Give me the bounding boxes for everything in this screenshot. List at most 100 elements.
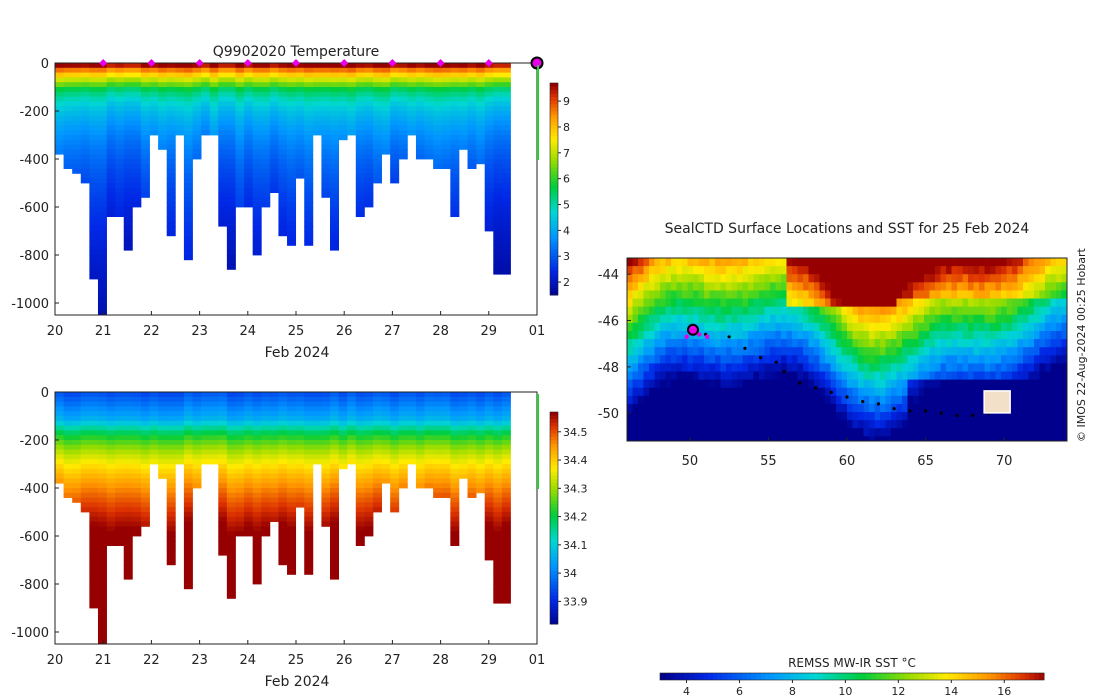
sst-cell [638, 387, 644, 397]
profile-cell [80, 120, 90, 126]
sst-cell [814, 436, 820, 441]
profile-cell [261, 130, 271, 136]
profile-cell [132, 111, 142, 117]
sst-cell [935, 420, 941, 429]
sst-cell [1006, 355, 1013, 364]
profile-cell [364, 87, 374, 93]
profile-cell [218, 492, 228, 498]
profile-cell [252, 425, 262, 431]
profile-cell [166, 478, 176, 484]
profile-cell [166, 406, 176, 412]
sst-cell [1023, 436, 1029, 441]
profile-cell [415, 115, 425, 121]
profile-cell [244, 144, 254, 150]
profile-cell [166, 459, 176, 465]
profile-cell [72, 425, 82, 431]
sst-cell [1039, 355, 1046, 364]
sst-cell [819, 371, 826, 381]
sst-cell [924, 347, 930, 356]
profile-cell [218, 526, 228, 532]
profile-cell [304, 125, 314, 131]
profile-cell [72, 459, 82, 465]
profile-cell [97, 392, 107, 398]
profile-cell [80, 173, 90, 179]
profile-cell [261, 144, 271, 150]
sst-cell [1039, 290, 1046, 299]
sst-cell [913, 314, 919, 324]
sst-cell [693, 363, 699, 372]
profile-cell [355, 478, 365, 484]
profile-cell [132, 478, 142, 484]
sst-cell [880, 387, 886, 397]
sst-cell [764, 371, 771, 381]
profile-cell [484, 468, 494, 474]
profile-cell [330, 144, 339, 150]
profile-cell [450, 444, 460, 450]
profile-cell [493, 564, 503, 570]
sst-cell [836, 436, 842, 441]
profile-cell [235, 139, 245, 145]
sst-cell [808, 363, 815, 372]
profile-cell [484, 207, 494, 213]
sst-cell [687, 314, 694, 324]
profile-cell [123, 488, 133, 494]
sst-cell [786, 395, 793, 405]
profile-cell [80, 154, 90, 160]
profile-cell [484, 120, 494, 126]
profile-cell [123, 555, 133, 561]
profile-cell [398, 91, 408, 97]
profile-cell [226, 96, 236, 102]
sst-cell [731, 266, 738, 275]
profile-cell [244, 183, 254, 189]
profile-cell [312, 459, 322, 465]
profile-cell [390, 87, 400, 93]
sst-cell [654, 290, 661, 299]
profile-cell [424, 96, 434, 102]
colorbar-swatch [550, 450, 558, 455]
sst-cell [638, 330, 644, 340]
profile-cell [209, 430, 219, 436]
sst-cell [764, 379, 771, 389]
profile-cell [407, 111, 417, 117]
profile-cell [252, 192, 262, 198]
sst-cell [753, 290, 760, 299]
sst-cell [819, 347, 826, 356]
profile-cell [278, 202, 288, 208]
profile-cell [183, 420, 193, 426]
profile-cell [321, 416, 331, 422]
sst-cell [632, 314, 639, 324]
sst-cell [797, 306, 804, 316]
sst-cell [742, 258, 749, 267]
profile-cell [287, 111, 297, 117]
sst-cell [819, 274, 826, 283]
profile-cell [106, 521, 116, 527]
profile-cell [312, 115, 322, 121]
sst-cell [814, 274, 820, 283]
profile-cell [355, 416, 365, 422]
sst-cell [990, 314, 996, 324]
profile-cell [390, 430, 400, 436]
profile-cell [123, 473, 133, 479]
profile-cell [115, 207, 125, 213]
profile-cell [493, 536, 503, 542]
profile-cell [183, 464, 193, 470]
sst-cell [885, 395, 892, 405]
colorbar-swatch [550, 181, 558, 186]
profile-cell [252, 392, 262, 398]
profile-cell [458, 106, 468, 112]
profile-cell [355, 168, 365, 174]
sst-cell [660, 428, 666, 437]
sst-cell [715, 290, 721, 299]
sst-cell [720, 428, 727, 437]
sst-cell [753, 298, 760, 308]
sst-cell [962, 322, 969, 332]
profile-cell [312, 430, 322, 436]
profile-cell [218, 468, 228, 474]
sst-cell [1039, 274, 1046, 283]
profile-cell [381, 149, 391, 155]
profile-cell [347, 120, 357, 126]
profile-cell [458, 416, 468, 422]
colorbar-swatch [550, 86, 558, 91]
profile-cell [183, 120, 193, 126]
profile-cell [415, 77, 425, 83]
